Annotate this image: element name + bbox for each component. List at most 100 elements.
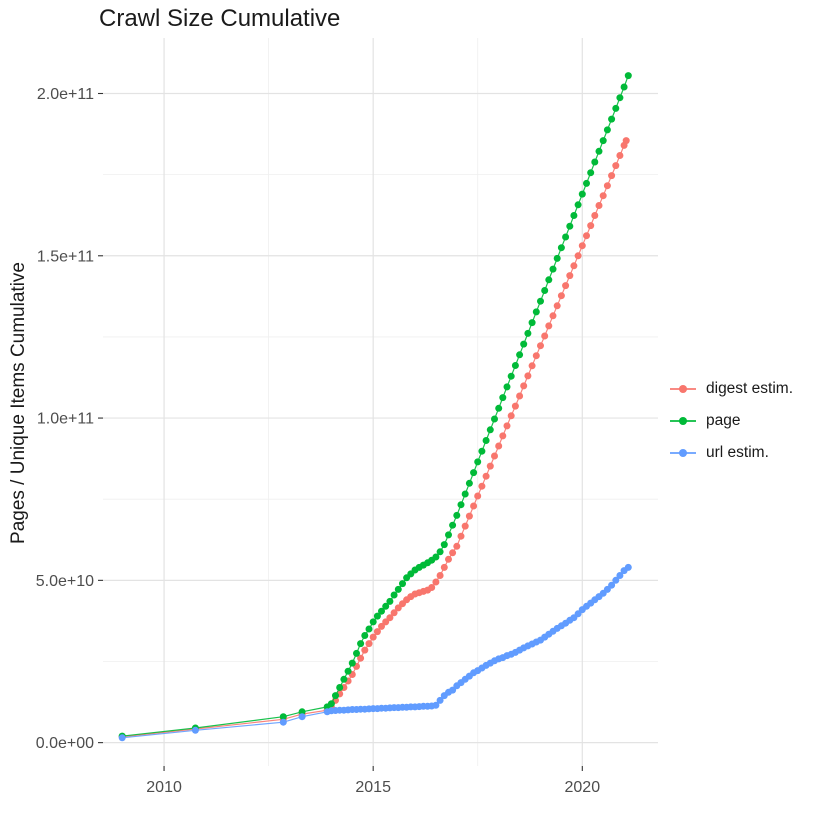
data-point [440, 563, 448, 571]
data-point [616, 94, 624, 102]
data-point [436, 696, 444, 704]
x-tick-label: 2015 [355, 779, 391, 796]
legend-item-page: page [670, 405, 793, 437]
data-point [545, 276, 553, 284]
data-point [457, 532, 465, 540]
legend-dot-icon [679, 417, 687, 425]
legend-key-page-icon [670, 414, 696, 428]
data-point [622, 137, 630, 145]
legend-item-digest-estim: digest estim. [670, 373, 793, 405]
data-point [495, 404, 503, 412]
data-point [511, 362, 519, 369]
data-point [465, 512, 473, 520]
data-point [608, 581, 616, 589]
data-point [478, 447, 486, 455]
data-point [353, 649, 360, 657]
data-point [449, 521, 457, 529]
chart-title: Crawl Size Cumulative [99, 5, 341, 32]
data-point [616, 572, 624, 579]
x-tick-label: 2020 [565, 779, 601, 796]
data-point [298, 708, 306, 716]
data-point [382, 602, 390, 610]
legend-item-url-estim: url estim. [670, 437, 793, 469]
data-point [118, 734, 126, 742]
data-point [574, 252, 582, 260]
data-point [474, 458, 482, 466]
data-point [449, 686, 457, 694]
data-point [583, 232, 590, 240]
data-point [549, 312, 557, 320]
x-tick-label: 2010 [146, 779, 182, 796]
data-point [361, 632, 369, 639]
data-point [432, 578, 440, 586]
data-point [361, 646, 369, 654]
data-point [327, 700, 335, 708]
data-point [386, 597, 394, 605]
data-point [599, 137, 607, 145]
legend-label-page: page [706, 412, 741, 429]
data-point [566, 222, 574, 230]
data-point [486, 462, 494, 470]
data-point [516, 351, 524, 359]
data-point [537, 297, 544, 305]
data-point [191, 726, 199, 734]
data-point [457, 501, 465, 509]
data-point [486, 426, 494, 434]
data-point [340, 675, 348, 683]
legend-dot-icon [679, 449, 687, 457]
data-point [507, 412, 515, 420]
data-point [369, 633, 377, 641]
data-point [599, 192, 607, 200]
data-point [503, 383, 511, 391]
data-point [369, 618, 377, 626]
data-point [566, 272, 574, 280]
data-point [532, 352, 540, 360]
data-point [378, 622, 385, 630]
data-point [453, 542, 461, 550]
y-tick-label: 2.0e+11 [37, 86, 94, 103]
data-point [532, 308, 540, 316]
data-point [553, 302, 561, 310]
data-point [440, 541, 448, 549]
data-point [399, 580, 406, 588]
data-point [570, 212, 578, 219]
data-point [603, 182, 611, 190]
data-point [373, 628, 381, 636]
y-tick-label: 1.5e+11 [37, 248, 94, 265]
data-point [595, 202, 603, 209]
y-tick-label: 1.0e+11 [37, 411, 94, 428]
data-point [436, 548, 444, 556]
data-point [503, 422, 511, 430]
data-point [432, 553, 440, 561]
data-point [557, 244, 565, 252]
data-point [478, 482, 486, 490]
legend-key-url-estim-icon [670, 446, 696, 460]
data-point [537, 342, 544, 350]
data-point [520, 340, 528, 348]
data-point [279, 718, 287, 726]
data-point [624, 563, 632, 571]
data-point [620, 83, 628, 91]
data-point [428, 584, 436, 591]
data-point [549, 265, 557, 273]
y-tick-label: 0.0e+00 [36, 735, 94, 752]
data-point [357, 654, 365, 662]
data-point [574, 201, 582, 209]
data-point [587, 169, 595, 177]
data-point [528, 319, 536, 327]
series-line-digest-estim- [122, 140, 627, 738]
legend-label-digest-estim: digest estim. [706, 380, 794, 397]
data-point [432, 701, 440, 709]
data-point [612, 576, 620, 584]
data-point [491, 415, 498, 423]
data-point [495, 442, 503, 450]
data-point [528, 362, 536, 370]
data-point [511, 402, 519, 410]
data-point [445, 531, 452, 539]
legend-key-digest-estim-icon [670, 382, 696, 396]
data-point [461, 490, 469, 498]
data-point [541, 287, 549, 294]
data-point [445, 555, 452, 563]
data-point [507, 372, 515, 380]
